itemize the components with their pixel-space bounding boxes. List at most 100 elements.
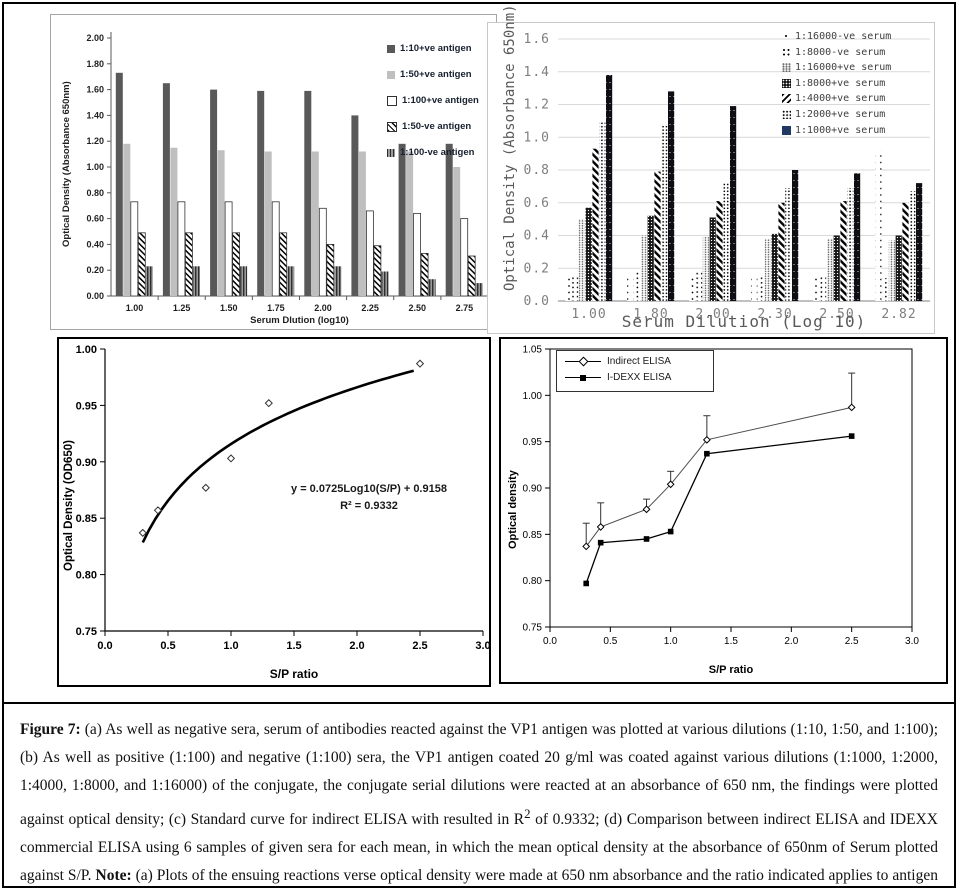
svg-text:1.25: 1.25	[173, 303, 191, 313]
legend-label: 1:2000+ve serum	[795, 108, 886, 120]
legend-item: 1:1000+ve serum	[782, 125, 891, 136]
panel-a-bar-chart: 0.00 0.20 0.40 0.60 0.80 1.00 1.20 1.40 1.60 1.80…	[50, 14, 497, 330]
svg-text:0.20: 0.20	[86, 265, 104, 275]
svg-text:0.40: 0.40	[86, 239, 104, 249]
svg-text:1.6: 1.6	[524, 32, 550, 47]
svg-text:0.80: 0.80	[523, 576, 543, 587]
svg-text:1.4: 1.4	[524, 65, 550, 80]
legend-swatch-solid-light-icon	[387, 70, 395, 79]
legend-label: 1:100-ve antigen	[400, 147, 475, 158]
legend-label: 1:10+ve antigen	[400, 43, 472, 54]
svg-text:2.25: 2.25	[361, 303, 379, 313]
svg-text:1.60: 1.60	[86, 85, 104, 95]
panel-d-line-chart: 0.75 0.80 0.85 0.90 0.95 1.00 1.05 0.0 0.5 1.0 1.5…	[499, 337, 948, 684]
y-axis-label-b: Optical Density (Absorbance 650nm)	[502, 4, 518, 291]
svg-text:1.2: 1.2	[524, 98, 550, 113]
svg-text:0.80: 0.80	[86, 188, 104, 198]
svg-text:1.5: 1.5	[286, 640, 301, 652]
svg-text:0.5: 0.5	[603, 636, 617, 647]
svg-text:1.75: 1.75	[267, 303, 285, 313]
svg-text:1.0: 1.0	[223, 640, 238, 652]
svg-text:0.2: 0.2	[524, 261, 550, 276]
legend-item: I-DEXX ELISA	[565, 372, 707, 383]
svg-text:1.20: 1.20	[86, 136, 104, 146]
x-axis-label-d: S/P ratio	[708, 664, 754, 676]
svg-text:1.0: 1.0	[524, 130, 550, 145]
legend-item: 1:50-ve antigen	[387, 121, 479, 132]
diamond-marker-icon	[565, 356, 601, 367]
legend-label: 1:16000+ve serum	[795, 62, 892, 74]
svg-text:2.0: 2.0	[784, 636, 798, 647]
legend-swatch-dots-sparse-icon	[782, 32, 791, 41]
svg-text:1.50: 1.50	[220, 303, 238, 313]
legend-label: 1:1000+ve serum	[795, 124, 886, 136]
svg-text:0.90: 0.90	[523, 484, 543, 495]
svg-text:0.60: 0.60	[86, 214, 104, 224]
legend-item: 1:100-ve antigen	[387, 147, 479, 158]
svg-text:1.00: 1.00	[571, 307, 606, 322]
svg-text:0.95: 0.95	[523, 437, 543, 448]
svg-text:0.90: 0.90	[76, 457, 97, 469]
legend-swatch-white-icon	[387, 95, 397, 106]
legend-item: 1:100+ve antigen	[387, 95, 479, 106]
legend-item: 1:16000+ve serum	[782, 62, 891, 73]
svg-text:0.80: 0.80	[76, 570, 97, 582]
svg-text:2.00: 2.00	[314, 303, 332, 313]
svg-text:0.95: 0.95	[76, 400, 97, 412]
legend-label: 1:16000-ve serum	[795, 31, 892, 42]
legend-swatch-solid-dark-icon	[387, 44, 395, 53]
caption-text: Figure 7: (a) As well as negative sera, …	[20, 721, 939, 885]
legend-item: 1:4000+ve serum	[782, 93, 891, 104]
svg-text:0.4: 0.4	[524, 229, 550, 244]
r-squared-line: R² = 0.9332	[340, 500, 398, 513]
svg-text:0.6: 0.6	[524, 196, 550, 211]
bar-plot-a: 0.00 0.20 0.40 0.60 0.80 1.00 1.20 1.40 1.60 1.80…	[86, 32, 489, 313]
legend-label: 1:8000-ve serum	[795, 46, 886, 58]
figure-caption: Figure 7: (a) As well as negative sera, …	[2, 702, 956, 888]
y-axis-label-a: Optical Density (Absorbance 650nm)	[61, 81, 72, 247]
y-axis-label-c: Optical Density (OD650)	[63, 439, 75, 571]
legend-item: Indirect ELISA	[565, 356, 707, 367]
svg-text:1.80: 1.80	[633, 307, 668, 322]
svg-text:0.8: 0.8	[524, 163, 550, 178]
legend-swatch-vlines-icon	[387, 148, 395, 157]
line-plot-d: 0.75 0.80 0.85 0.90 0.95 1.00 1.05 0.0 0.5 1.0 1.5…	[523, 345, 920, 648]
svg-text:0.75: 0.75	[76, 626, 97, 638]
legend-swatch-hatch-icon	[387, 121, 397, 132]
svg-text:1.05: 1.05	[523, 345, 543, 356]
panel-c-standard-curve: 0.75 0.80 0.85 0.90 0.95 1.00 0.0 0.5 1.0 1.5 2.0 2…	[57, 337, 491, 687]
legend-label: 1:4000+ve serum	[795, 93, 886, 105]
svg-text:1.40: 1.40	[86, 110, 104, 120]
svg-text:1.5: 1.5	[724, 636, 738, 647]
svg-text:0.0: 0.0	[524, 294, 550, 309]
scatter-plot-c: 0.75 0.80 0.85 0.90 0.95 1.00 0.0 0.5 1.0 1.5 2.0 2…	[76, 344, 489, 652]
x-axis-label-c: S/P ratio	[269, 667, 319, 681]
svg-text:1.00: 1.00	[76, 344, 97, 356]
equation-line: y = 0.0725Log10(S/P) + 0.9158	[291, 483, 447, 495]
svg-text:2.00: 2.00	[86, 33, 104, 43]
legend-swatch-diagonal-icon	[782, 94, 791, 104]
legend-label: Indirect ELISA	[607, 356, 671, 367]
legend-label: I-DEXX ELISA	[607, 372, 672, 383]
bar-plot-b: 0.0 0.2 0.4 0.6 0.8 1.0 1.2 1.4 1.6 1.00 1.80 2.00 2…	[524, 32, 930, 322]
legend-item: 1:8000-ve serum	[782, 47, 891, 58]
svg-text:0.5: 0.5	[160, 640, 175, 652]
caption-note-label: Note:	[95, 867, 132, 885]
svg-text:2.5: 2.5	[845, 636, 859, 647]
legend-item: 1:10+ve antigen	[387, 43, 479, 54]
svg-text:3.0: 3.0	[905, 636, 919, 647]
legend-item: 1:50+ve antigen	[387, 69, 479, 80]
legend-item: 1:16000-ve serum	[782, 31, 891, 42]
svg-text:2.5: 2.5	[412, 640, 427, 652]
svg-text:0.75: 0.75	[523, 623, 543, 634]
svg-text:1.00: 1.00	[126, 303, 144, 313]
svg-text:2.82: 2.82	[881, 307, 916, 322]
svg-text:2.50: 2.50	[409, 303, 427, 313]
svg-text:2.00: 2.00	[695, 307, 730, 322]
legend-swatch-stipple-icon	[782, 78, 791, 88]
legend-label: 1:50-ve antigen	[402, 121, 472, 132]
svg-text:0.0: 0.0	[97, 640, 112, 652]
legend-b: 1:16000-ve serum 1:8000-ve serum 1:16000…	[782, 31, 891, 140]
legend-a: 1:10+ve antigen 1:50+ve antigen 1:100+ve…	[387, 43, 479, 173]
svg-text:2.30: 2.30	[757, 307, 792, 322]
